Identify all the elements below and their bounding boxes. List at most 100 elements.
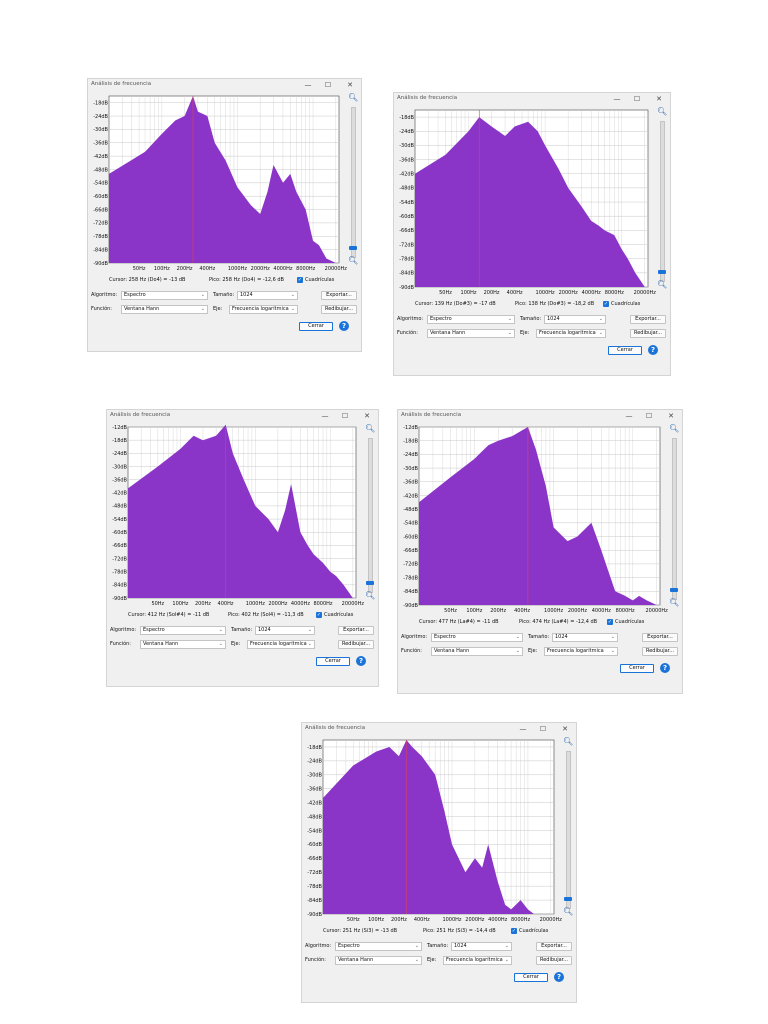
zoom-in-icon[interactable]: 🔍︎	[669, 424, 680, 433]
minimize-icon[interactable]: —	[613, 95, 621, 103]
axis-select[interactable]: Frecuencia logarítmica ⌄	[443, 956, 512, 965]
size-select[interactable]: 1024 ⌄	[255, 626, 315, 635]
close-icon[interactable]: ✕	[364, 412, 370, 420]
y-tick-label: -60dB	[112, 530, 127, 536]
maximize-icon[interactable]: ☐	[324, 81, 332, 89]
gridlines-checkbox[interactable]: ✓	[603, 301, 609, 307]
help-icon[interactable]: ?	[356, 656, 366, 666]
minimize-icon[interactable]: —	[321, 412, 329, 420]
axis-select[interactable]: Frecuencia logarítmica ⌄	[536, 329, 606, 338]
close-icon[interactable]: ✕	[668, 412, 674, 420]
export-button[interactable]: Exportar...	[642, 633, 678, 642]
function-select[interactable]: Ventana Hann ⌄	[121, 305, 208, 314]
maximize-icon[interactable]: ☐	[645, 412, 653, 420]
slider-track[interactable]	[351, 107, 356, 258]
y-tick-label: -60dB	[399, 214, 414, 220]
help-icon[interactable]: ?	[648, 345, 658, 355]
gridlines-checkbox[interactable]: ✓	[316, 612, 322, 618]
y-tick-label: -60dB	[93, 194, 108, 200]
gridlines-checkbox[interactable]: ✓	[297, 277, 303, 283]
export-button[interactable]: Exportar...	[630, 315, 666, 324]
close-button[interactable]: Cerrar	[608, 346, 642, 355]
size-select[interactable]: 1024 ⌄	[451, 942, 512, 951]
algorithm-select[interactable]: Espectro ⌄	[427, 315, 515, 324]
function-select[interactable]: Ventana Hann ⌄	[427, 329, 515, 338]
maximize-icon[interactable]: ☐	[539, 725, 547, 733]
algorithm-select[interactable]: Espectro ⌄	[335, 942, 422, 951]
zoom-slider[interactable]: 🔍︎ 🔍︎	[560, 737, 574, 923]
zoom-slider[interactable]: 🔍︎ 🔍︎	[345, 93, 359, 272]
spectrum-plot[interactable]: -18dB -24dB -30dB -36dB -42dB -48dB -54dB -60dB…	[394, 93, 656, 299]
minimize-icon[interactable]: —	[625, 412, 633, 420]
close-icon[interactable]: ✕	[347, 81, 353, 89]
spectrum-plot[interactable]: -18dB -24dB -30dB -36dB -42dB -48dB -54dB -60dB…	[302, 723, 562, 926]
zoom-slider[interactable]: 🔍︎ 🔍︎	[362, 424, 376, 607]
spectrum-plot[interactable]: -12dB -18dB -24dB -30dB -36dB -42dB -48dB -54dB…	[107, 410, 364, 610]
gridlines-checkbox[interactable]: ✓	[511, 928, 517, 934]
export-button[interactable]: Exportar...	[338, 626, 374, 635]
help-icon[interactable]: ?	[554, 972, 564, 982]
zoom-out-icon[interactable]: 🔍︎	[563, 907, 574, 916]
redraw-button[interactable]: Redibujar...	[338, 640, 374, 649]
function-select[interactable]: Ventana Hann ⌄	[431, 647, 523, 656]
slider-track[interactable]	[368, 438, 373, 593]
y-tick-label: -84dB	[403, 589, 418, 595]
close-icon[interactable]: ✕	[656, 95, 662, 103]
redraw-button[interactable]: Redibujar...	[536, 956, 572, 965]
zoom-in-icon[interactable]: 🔍︎	[563, 737, 574, 746]
close-icon[interactable]: ✕	[562, 725, 568, 733]
slider-thumb[interactable]	[670, 588, 678, 592]
zoom-out-icon[interactable]: 🔍︎	[657, 280, 668, 289]
slider-thumb[interactable]	[564, 897, 572, 901]
slider-track[interactable]	[566, 751, 571, 909]
slider-thumb[interactable]	[658, 270, 666, 274]
spectrum-plot[interactable]: -18dB -24dB -30dB -36dB -42dB -48dB -54dB -60dB…	[88, 79, 347, 275]
minimize-icon[interactable]: —	[304, 81, 312, 89]
zoom-out-icon[interactable]: 🔍︎	[348, 256, 359, 265]
help-icon[interactable]: ?	[339, 321, 349, 331]
axis-select[interactable]: Frecuencia logarítmica ⌄	[247, 640, 315, 649]
export-button[interactable]: Exportar...	[321, 291, 357, 300]
x-tick-label: 20000Hz	[325, 266, 347, 272]
size-select[interactable]: 1024 ⌄	[544, 315, 606, 324]
close-button[interactable]: Cerrar	[514, 973, 548, 982]
title-bar: Análisis de frecuencia — ☐ ✕	[107, 410, 378, 424]
algorithm-select[interactable]: Espectro ⌄	[431, 633, 523, 642]
chevron-down-icon: ⌄	[218, 641, 223, 647]
slider-thumb[interactable]	[366, 581, 374, 585]
size-select[interactable]: 1024 ⌄	[237, 291, 298, 300]
zoom-slider[interactable]: 🔍︎ 🔍︎	[666, 424, 680, 614]
algorithm-label: Algoritmo:	[397, 316, 424, 322]
maximize-icon[interactable]: ☐	[633, 95, 641, 103]
redraw-button[interactable]: Redibujar...	[321, 305, 357, 314]
axis-select[interactable]: Frecuencia logarítmica ⌄	[229, 305, 298, 314]
zoom-out-icon[interactable]: 🔍︎	[669, 598, 680, 607]
slider-thumb[interactable]	[349, 246, 357, 250]
redraw-button[interactable]: Redibujar...	[642, 647, 678, 656]
redraw-button[interactable]: Redibujar...	[630, 329, 666, 338]
algorithm-select[interactable]: Espectro ⌄	[121, 291, 208, 300]
slider-track[interactable]	[660, 121, 665, 282]
help-icon[interactable]: ?	[660, 663, 670, 673]
axis-select[interactable]: Frecuencia logarítmica ⌄	[544, 647, 618, 656]
zoom-in-icon[interactable]: 🔍︎	[657, 107, 668, 116]
gridlines-checkbox[interactable]: ✓	[607, 619, 613, 625]
function-select[interactable]: Ventana Hann ⌄	[140, 640, 226, 649]
zoom-out-icon[interactable]: 🔍︎	[365, 591, 376, 600]
slider-track[interactable]	[672, 438, 677, 600]
algorithm-select[interactable]: Espectro ⌄	[140, 626, 226, 635]
size-select[interactable]: 1024 ⌄	[552, 633, 618, 642]
zoom-in-icon[interactable]: 🔍︎	[365, 424, 376, 433]
algorithm-label: Algoritmo:	[305, 943, 332, 949]
minimize-icon[interactable]: —	[519, 725, 527, 733]
close-button[interactable]: Cerrar	[316, 657, 350, 666]
y-tick-label: -30dB	[112, 464, 127, 470]
maximize-icon[interactable]: ☐	[341, 412, 349, 420]
close-button[interactable]: Cerrar	[299, 322, 333, 331]
export-button[interactable]: Exportar...	[536, 942, 572, 951]
close-button[interactable]: Cerrar	[620, 664, 654, 673]
spectrum-plot[interactable]: -12dB -18dB -24dB -30dB -36dB -42dB -48dB -54dB…	[398, 410, 668, 617]
zoom-in-icon[interactable]: 🔍︎	[348, 93, 359, 102]
function-select[interactable]: Ventana Hann ⌄	[335, 956, 422, 965]
zoom-slider[interactable]: 🔍︎ 🔍︎	[654, 107, 668, 296]
